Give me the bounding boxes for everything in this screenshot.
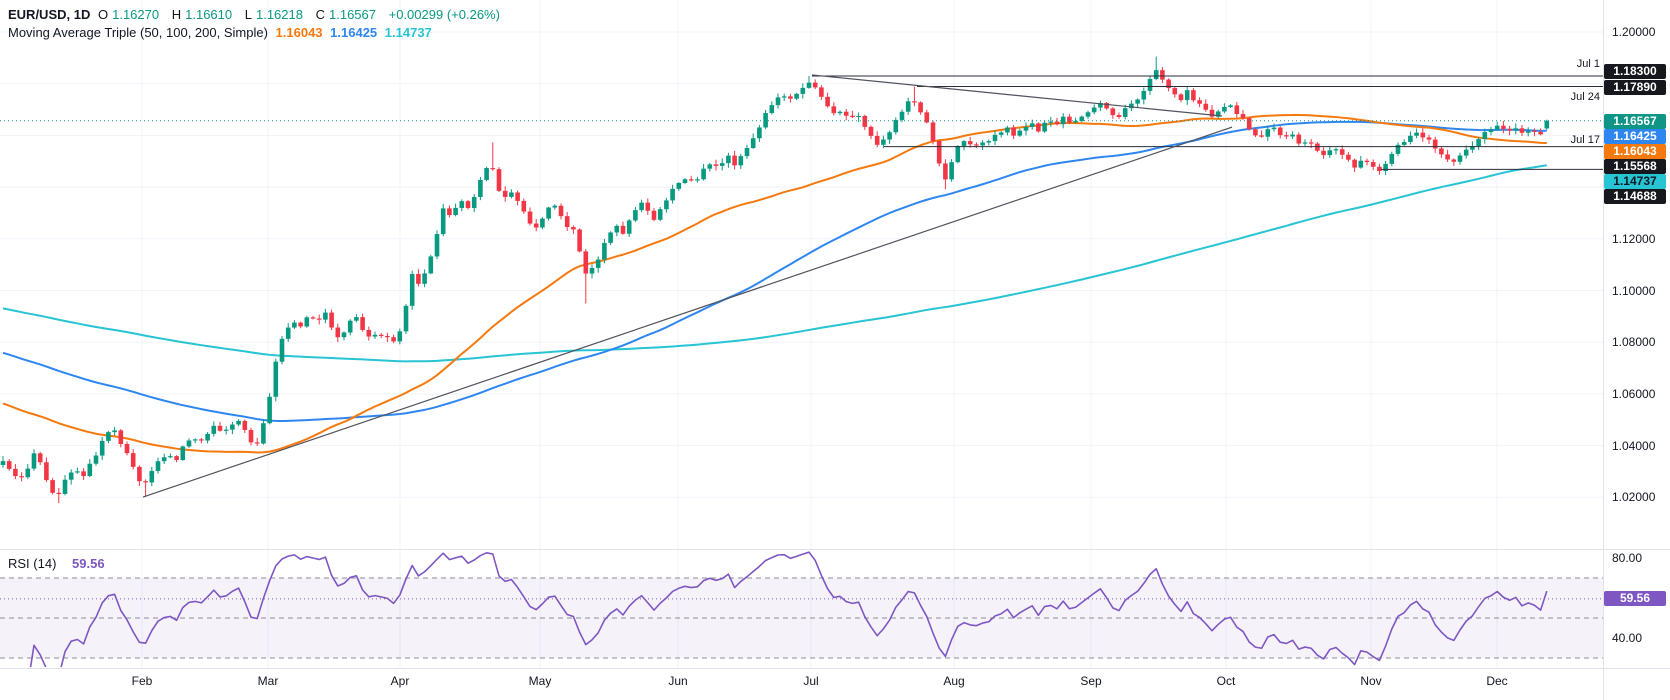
price-tick-label: 1.20000 xyxy=(1612,25,1656,39)
ma50-value: 1.16043 xyxy=(275,25,323,40)
level-date-label: Jul 1 xyxy=(1576,58,1600,70)
low-label: L xyxy=(244,7,252,22)
level-jul24-badge: 1.17890 xyxy=(1604,79,1666,95)
ma200-value: 1.14737 xyxy=(384,25,432,40)
time-axis-label: Jul xyxy=(803,674,819,688)
time-axis-label: Nov xyxy=(1360,674,1382,688)
close-label: C xyxy=(315,7,325,22)
price-tick-label: 1.06000 xyxy=(1612,386,1656,401)
low-value: 1.16218 xyxy=(255,7,303,22)
price-tick-label: 1.12000 xyxy=(1612,231,1656,246)
time-axis-label: Oct xyxy=(1216,674,1236,688)
level-date-label: Jul 24 xyxy=(1570,91,1600,103)
open-label: O xyxy=(97,7,109,22)
rsi-indicator-title: RSI (14) xyxy=(8,556,57,571)
open-value: 1.16270 xyxy=(112,7,160,22)
ma-legend-row[interactable]: Moving Average Triple (50, 100, 200, Sim… xyxy=(8,25,436,40)
rsi-value: 59.56 xyxy=(72,556,105,571)
time-axis-label: Sep xyxy=(1080,674,1102,688)
ma50-badge: 1.16043 xyxy=(1604,143,1666,159)
rsi-tick-label: 40.00 xyxy=(1612,631,1643,645)
ma200-badge: 1.14737 xyxy=(1604,173,1666,189)
price-tick-label: 1.08000 xyxy=(1612,335,1656,350)
rsi-value-badge: 59.56 xyxy=(1604,591,1666,607)
ma-indicator-title: Moving Average Triple (50, 100, 200, Sim… xyxy=(8,25,268,40)
level-jul17-badge: 1.15568 xyxy=(1604,158,1666,174)
level-date-label: Jul 17 xyxy=(1570,134,1600,146)
price-tick-label: 1.02000 xyxy=(1612,490,1656,505)
ma100-badge: 1.16425 xyxy=(1604,128,1666,144)
time-axis-label: Jun xyxy=(668,674,688,688)
price-tick-label: 1.04000 xyxy=(1612,438,1656,453)
high-value: 1.16610 xyxy=(185,7,233,22)
close-value: 1.16567 xyxy=(329,7,376,22)
time-axis-label: Apr xyxy=(390,674,410,688)
ma100-value: 1.16425 xyxy=(330,25,378,40)
level-high-badge: 1.18300 xyxy=(1604,63,1666,79)
price-axis[interactable]: 1.20000 1.12000 1.10000 1.08000 1.06000 1.040… xyxy=(1603,0,1670,668)
symbol-legend-row[interactable]: EUR/USD, 1D O 1.16270 H 1.16610 L 1.16218 C… xyxy=(8,7,504,22)
time-axis-label: Mar xyxy=(257,674,279,688)
time-axis-label: Aug xyxy=(943,674,965,688)
symbol-title: EUR/USD, 1D xyxy=(8,7,91,22)
high-label: H xyxy=(171,7,182,22)
rsi-legend-row[interactable]: RSI (14) 59.56 xyxy=(8,556,109,571)
time-axis[interactable]: Feb Mar Apr May Jun Jul Aug Sep Oct Nov Dec xyxy=(0,668,1670,700)
price-tick-label: 1.10000 xyxy=(1612,283,1656,298)
time-axis-label: Feb xyxy=(131,674,153,688)
level-novlow-badge: 1.14688 xyxy=(1604,188,1666,204)
time-axis-label: May xyxy=(528,674,552,688)
change-value: +0.00299 (+0.26%) xyxy=(388,7,500,22)
last-price-badge: 1.16567 xyxy=(1604,113,1666,129)
time-axis-label: Dec xyxy=(1486,674,1508,688)
rsi-tick-label: 80.00 xyxy=(1612,551,1643,565)
